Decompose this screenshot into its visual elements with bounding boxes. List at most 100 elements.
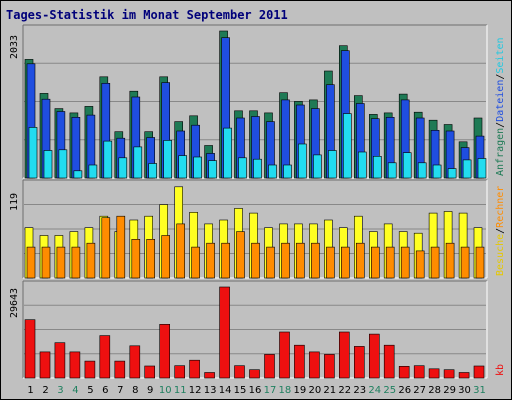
bar-rechner-day-10 [161,235,170,279]
bar-kb-day-15 [234,365,245,379]
legend-kb: kb [495,364,506,376]
bar-rechner-day-15 [236,231,245,279]
bar-kb-day-18 [279,331,290,379]
day-label-7: 7 [117,385,123,396]
bar-kb-day-16 [249,369,260,379]
bar-seiten-day-29 [447,168,457,179]
panel-2-max-label: 119 [9,193,20,211]
bar-kb-day-13 [204,372,215,379]
bar-rechner-day-8 [131,239,141,279]
day-label-18: 18 [279,385,292,396]
bar-seiten-day-31 [477,158,487,179]
bar-seiten-day-20 [313,154,322,179]
bar-kb-day-26 [398,365,410,379]
day-label-28: 28 [428,385,441,396]
bar-rechner-day-21 [326,246,335,279]
legend-rechner: Rechner [495,186,506,228]
bar-seiten-day-25 [387,162,397,179]
bar-rechner-day-29 [445,242,455,279]
bar-rechner-day-7 [116,215,126,279]
day-label-22: 22 [338,385,351,396]
bar-seiten-day-30 [462,159,472,179]
day-label-25: 25 [383,385,396,396]
bar-dateien-day-4 [71,117,81,179]
bar-seiten-day-28 [432,164,442,179]
day-label-6: 6 [102,385,108,396]
day-label-14: 14 [219,385,232,396]
day-label-3: 3 [57,385,63,396]
bar-rechner-day-31 [475,246,485,279]
bar-rechner-day-12 [191,246,200,279]
bar-rechner-day-28 [430,246,440,279]
bar-rechner-day-18 [281,242,290,279]
bar-rechner-day-17 [266,246,275,279]
bar-seiten-day-15 [238,157,247,179]
bar-kb-day-14 [219,286,230,379]
bar-rechner-day-3 [56,246,66,279]
legend-seiten: Seiten [495,37,506,73]
day-label-12: 12 [189,385,202,396]
day-label-9: 9 [147,385,153,396]
bar-rechner-day-13 [206,242,215,279]
bar-seiten-day-8 [133,146,143,179]
legend-separator: / [495,122,506,128]
day-label-5: 5 [87,385,93,396]
day-label-15: 15 [234,385,247,396]
bar-rechner-day-27 [415,250,425,279]
bar-rechner-day-19 [296,242,305,279]
bar-seiten-day-4 [73,170,83,179]
bar-seiten-day-21 [328,150,337,179]
bar-kb-day-5 [84,360,96,379]
bar-kb-day-8 [129,345,141,379]
bar-seiten-day-11 [178,155,187,179]
bar-seiten-day-14 [223,127,232,179]
bar-rechner-day-26 [400,246,410,279]
bar-kb-day-21 [324,354,335,379]
bar-kb-day-29 [443,369,455,379]
bar-kb-day-3 [54,342,66,379]
bar-kb-day-25 [383,344,395,379]
bar-seiten-day-27 [417,162,427,179]
bar-seiten-day-6 [103,140,113,179]
bar-rechner-day-11 [176,223,185,279]
bar-rechner-day-24 [370,246,380,279]
day-label-23: 23 [353,385,366,396]
legend-separator: / [495,228,506,234]
day-label-11: 11 [174,385,187,396]
day-label-21: 21 [323,385,336,396]
bar-seiten-day-13 [208,160,217,179]
legend-separator: / [495,74,506,80]
panel-1-max-label: 2033 [9,35,20,59]
day-label-19: 19 [294,385,307,396]
chart-title: Tages-Statistik im Monat September 2011 [6,8,288,22]
day-label-13: 13 [204,385,217,396]
bar-seiten-day-22 [342,113,352,179]
bar-kb-day-24 [368,333,380,379]
day-label-24: 24 [368,385,381,396]
bar-kb-day-27 [413,365,425,379]
bar-kb-day-19 [294,344,305,379]
bar-rechner-day-16 [251,242,260,279]
bar-seiten-day-24 [372,156,382,179]
bar-rechner-day-22 [340,246,350,279]
day-label-27: 27 [413,385,426,396]
bar-seiten-day-26 [402,152,412,179]
bar-kb-day-20 [309,351,320,379]
bar-rechner-day-23 [355,242,365,279]
bar-kb-day-4 [69,351,81,379]
bar-kb-day-10 [159,323,170,379]
bar-kb-day-17 [264,354,275,379]
panel-2-legend: Besuche/Rechner [495,186,506,276]
bar-kb-day-6 [99,335,111,379]
day-label-8: 8 [132,385,138,396]
bar-rechner-day-30 [460,246,470,279]
legend-besuche: Besuche [495,234,506,276]
panel-1-legend: Anfragen/Dateien/Seiten [495,37,506,176]
bar-kb-day-22 [338,331,350,379]
bar-kb-day-23 [353,346,365,379]
bar-rechner-day-1 [26,246,36,279]
bar-rechner-day-4 [71,246,81,279]
bar-rechner-day-25 [385,246,395,279]
bar-kb-day-2 [39,351,51,379]
